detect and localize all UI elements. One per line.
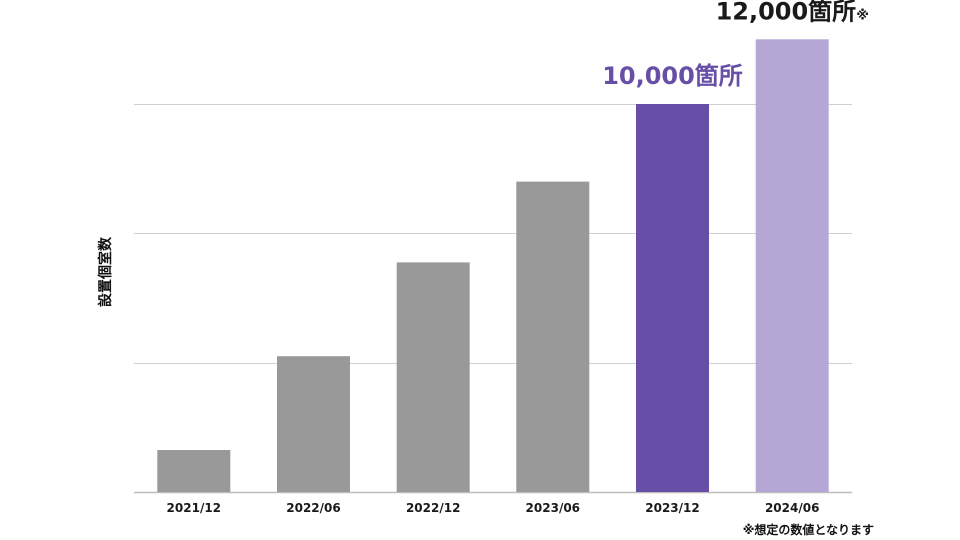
gridlines xyxy=(134,104,852,494)
bar-2022-12 xyxy=(396,262,470,492)
value-annotation-note-mark: ※ xyxy=(856,8,869,23)
x-tick-label: 2022/06 xyxy=(286,501,340,515)
footnote: ※想定の数値となります xyxy=(743,522,874,537)
bar-2021-12 xyxy=(157,450,231,492)
bars xyxy=(157,39,829,493)
bar-2024-06 xyxy=(755,39,829,493)
x-tick-label: 2022/12 xyxy=(406,501,460,515)
value-annotation-2024-06: 12,000箇所※ xyxy=(716,0,869,25)
y-axis-label: 設置個室数 xyxy=(97,236,114,307)
value-annotations: 10,000箇所 12,000箇所※ xyxy=(602,0,869,90)
x-axis-tick-labels: 2021/12 2022/06 2022/12 2023/06 2023/12 2024/… xyxy=(167,501,820,515)
x-tick-label: 2023/06 xyxy=(526,501,580,515)
value-annotation-2023-12: 10,000箇所 xyxy=(602,62,743,90)
x-tick-label: 2021/12 xyxy=(167,501,221,515)
bar-2022-06 xyxy=(277,356,350,492)
bar-2023-06 xyxy=(516,181,590,492)
x-tick-label: 2024/06 xyxy=(765,501,819,515)
bar-2023-12 xyxy=(636,104,709,492)
x-tick-label: 2023/12 xyxy=(645,501,699,515)
